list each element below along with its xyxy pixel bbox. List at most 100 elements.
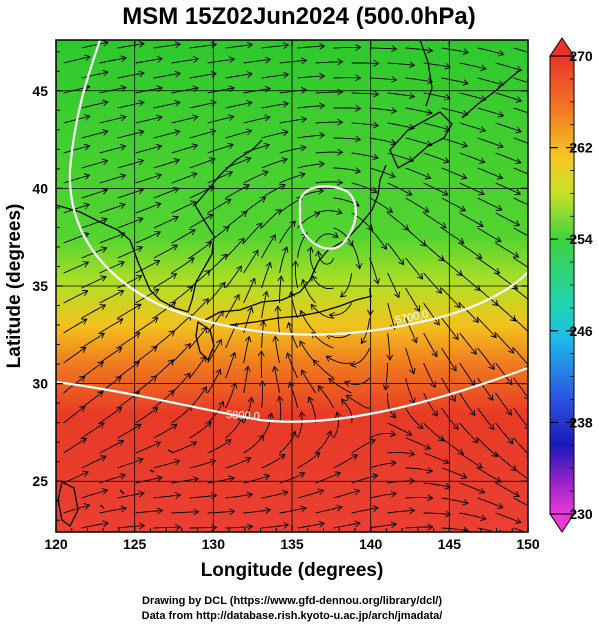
streamline-arrowhead [408, 123, 415, 131]
streamline-arrowhead [355, 104, 362, 112]
streamline-arrowhead [367, 309, 374, 316]
streamline [495, 422, 514, 444]
streamline-arrowhead [223, 225, 230, 233]
streamline-arrowhead [299, 171, 306, 179]
streamline-arrowhead [233, 293, 240, 301]
streamline [261, 262, 271, 289]
streamline-arrowhead [405, 429, 413, 436]
streamline [325, 355, 352, 364]
streamline [135, 407, 158, 424]
streamline-arrowhead [134, 423, 142, 430]
streamline [385, 362, 389, 390]
streamline [189, 421, 212, 439]
streamline [441, 77, 469, 84]
streamline-arrowhead [298, 410, 306, 418]
streamline [117, 423, 142, 439]
streamline-arrowhead [83, 173, 91, 180]
streamline [99, 86, 127, 94]
streamline-arrowhead [191, 171, 198, 179]
streamline-arrowhead [156, 85, 163, 92]
streamline-arrowhead [531, 236, 537, 241]
streamline-arrowhead [173, 129, 181, 136]
credit-data: Data from http://database.rish.kyoto-u.a… [142, 610, 443, 622]
streamline-arrowhead [393, 291, 400, 299]
streamline [297, 489, 324, 499]
streamline [311, 332, 334, 349]
streamline [297, 163, 325, 169]
streamline [495, 482, 520, 497]
streamline-arrowhead [390, 490, 398, 498]
streamline-arrowhead [336, 208, 343, 215]
coastline-kyushu [195, 320, 215, 362]
x-tick-label: 145 [438, 536, 462, 552]
streamline-arrowhead [319, 42, 326, 50]
streamline [81, 160, 108, 169]
streamline [171, 405, 193, 424]
streamline-arrowhead [420, 240, 427, 247]
streamline [513, 407, 528, 428]
streamline-arrowhead [119, 202, 126, 209]
streamline [279, 59, 307, 64]
streamline [313, 359, 334, 379]
streamline-arrowhead [228, 475, 235, 483]
streamline [63, 438, 87, 454]
streamline [135, 346, 158, 364]
streamline-arrowhead [204, 269, 211, 277]
streamline [99, 290, 124, 304]
streamline [369, 197, 393, 213]
streamline [171, 201, 197, 214]
streamline [189, 213, 214, 229]
streamline-arrowhead [524, 397, 528, 400]
streamline-arrowhead [168, 330, 176, 337]
streamline-arrowhead [328, 377, 335, 385]
streamline-arrowhead [524, 427, 528, 430]
streamline [153, 423, 178, 439]
streamline [117, 525, 145, 529]
streamline [81, 189, 108, 199]
streamline-arrowhead [190, 200, 197, 207]
streamline-arrowhead [167, 359, 175, 366]
streamline [346, 394, 370, 409]
streamline-arrowhead [174, 41, 182, 49]
streamline [225, 352, 236, 379]
streamline [117, 189, 144, 199]
streamline [423, 332, 438, 357]
streamline [153, 101, 181, 109]
colorbar-bottom-arrow [549, 513, 575, 533]
streamline [207, 339, 222, 364]
streamline-arrowhead [99, 304, 107, 311]
streamline-arrowhead [154, 441, 162, 448]
streamline [261, 413, 272, 439]
streamline-arrowhead [189, 229, 196, 236]
streamline [225, 130, 252, 139]
streamline-arrowhead [515, 126, 522, 134]
streamline [315, 91, 343, 94]
streamline [274, 336, 281, 364]
streamline [513, 197, 528, 206]
streamline [153, 130, 180, 139]
streamline-arrowhead [507, 437, 514, 445]
streamline [513, 347, 528, 366]
streamline [279, 507, 307, 514]
streamline [63, 203, 90, 214]
streamline [117, 217, 143, 229]
streamline [99, 145, 126, 154]
streamline-arrowhead [373, 59, 380, 67]
streamline-arrowhead [479, 126, 487, 133]
coastline-japan-pacific [229, 295, 373, 326]
streamline [243, 171, 269, 184]
streamline-arrowhead [262, 290, 270, 298]
streamline [297, 522, 325, 529]
streamline [153, 390, 175, 409]
streamline-arrowhead [382, 384, 390, 391]
streamline-arrowhead [336, 504, 343, 512]
streamline [369, 137, 397, 144]
colorbar-ticks: 270 262 254 246 238 230 [550, 48, 593, 522]
streamline-arrowhead [438, 255, 445, 262]
contour-label-5800: 5800.0 [226, 409, 260, 423]
streamline-arrowhead [414, 305, 420, 312]
streamline [171, 314, 192, 334]
streamline-arrowhead [245, 128, 253, 136]
streamline [423, 452, 449, 464]
streamline-arrowhead [355, 135, 362, 143]
